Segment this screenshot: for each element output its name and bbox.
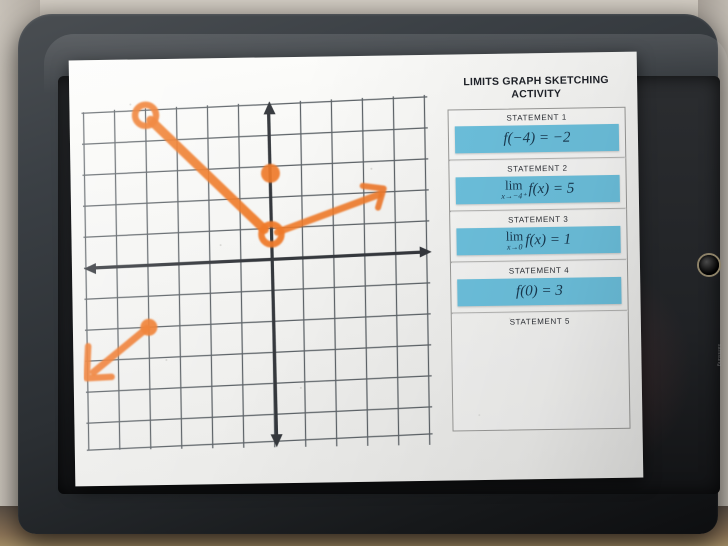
activity-title: LIMITS GRAPH SKETCHING ACTIVITY [447,74,625,102]
coordinate-graph [79,75,435,452]
graph-axes [83,101,432,448]
graph-gridlines [81,94,433,451]
device-brand-label: samsung [716,344,722,367]
lim-text-3: lim [505,228,524,244]
statement-answer-2[interactable]: lim x→−4⁺ f(x) = 5 [455,174,620,205]
limit-operator-2: lim x→−4⁺ [501,177,527,201]
closed-dot-marker-minus4-lower [140,318,158,336]
open-circle-marker-origin [258,221,285,248]
statement-answer-text-1: f(−4) = −2 [503,129,571,147]
limit-subscript-2: x→−4⁺ [501,191,527,201]
statement-answer-text-2: f(x) = 5 [528,180,575,198]
statements-panel: LIMITS GRAPH SKETCHING ACTIVITY STATEMEN… [447,74,631,459]
limit-operator-3: lim x→0 [505,228,524,252]
statement-answer-text-3: f(x) = 1 [525,231,572,249]
statement-answer-4[interactable]: f(0) = 3 [457,276,622,307]
statement-answer-text-4: f(0) = 3 [515,282,563,300]
ink-branch-increasing [273,182,387,236]
statements-box: STATEMENT 1 f(−4) = −2 STATEMENT 2 lim x… [447,106,631,432]
ink-branch-lower-left [83,324,151,382]
statement-answer-5[interactable] [458,328,623,371]
limit-subscript-3: x→0 [506,242,523,252]
statement-answer-1[interactable]: f(−4) = −2 [454,123,620,154]
statement-answer-3[interactable]: lim x→0 f(x) = 1 [456,225,621,256]
worksheet-paper: LIMITS GRAPH SKETCHING ACTIVITY STATEMEN… [68,51,644,487]
lim-text-2: lim [504,177,523,193]
graph-svg [81,94,433,451]
open-circle-marker-minus4 [131,101,160,130]
camera-lens-icon [699,255,719,275]
ink-branch-decreasing [146,115,269,234]
closed-dot-marker-zero [260,163,280,183]
